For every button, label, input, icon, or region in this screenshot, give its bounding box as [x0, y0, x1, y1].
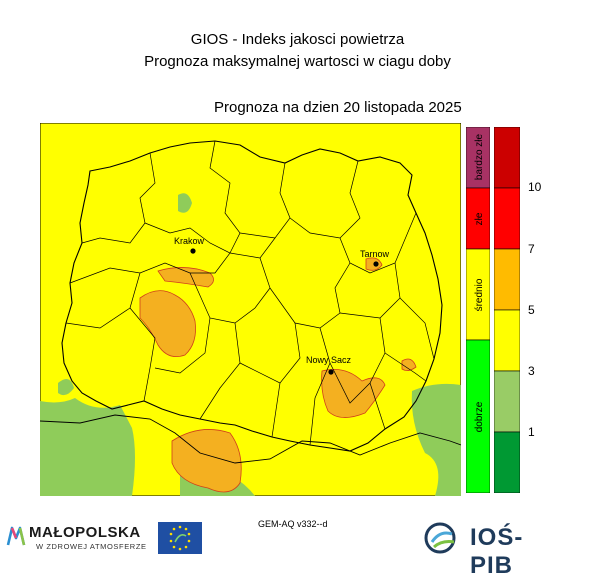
city-tarnow[interactable]: Tarnow — [360, 249, 390, 267]
green-area-west — [58, 379, 74, 396]
state-border — [40, 414, 461, 464]
city-marker — [190, 248, 196, 254]
malopolska-logo-text: MAŁOPOLSKA — [29, 524, 141, 541]
orange-area-south — [171, 429, 242, 493]
scale-band-5 — [494, 187, 520, 250]
eu-life-logo — [158, 522, 202, 554]
page-subtitle: Prognoza maksymalnej wartosci w ciagu do… — [144, 53, 451, 70]
green-area-south-east — [411, 383, 461, 496]
scale-tick: 5 — [528, 303, 535, 317]
page-title: GIOS - Indeks jakosci powietrza — [190, 31, 405, 48]
city-marker — [373, 261, 379, 267]
green-area-north — [178, 193, 192, 213]
scale-band-1 — [494, 431, 520, 493]
ios-pib-logo-text: IOŚ-PIB — [470, 524, 524, 579]
ios-pib-logo-icon — [424, 522, 456, 554]
scale-tick: 3 — [528, 364, 535, 378]
model-version: GEM-AQ v332--d — [258, 519, 328, 529]
orange-area-nowy-sacz — [321, 368, 386, 418]
malopolska-logo-icon — [6, 526, 26, 546]
scale-band-4 — [494, 248, 520, 311]
forecast-date: Prognoza na dzien 20 listopada 2025 — [214, 99, 462, 116]
scale-band-2 — [494, 370, 520, 433]
index-scale-legend — [494, 127, 520, 493]
city-label: Krakow — [174, 236, 205, 246]
city-label: Tarnow — [360, 249, 390, 259]
category-dobrze — [466, 339, 490, 493]
ios-pib-logo: IOŚ-PIB — [424, 522, 564, 579]
malopolska-logo-subtext: W ZDROWEJ ATMOSFERZE — [36, 542, 147, 551]
category-legend: bardzo złe złe średnio dobrze — [466, 127, 490, 493]
scale-tick: 1 — [528, 425, 535, 439]
orange-area-east — [401, 358, 417, 371]
forecast-map: Krakow Tarnow Nowy Sacz — [40, 123, 461, 496]
province-boundary — [61, 140, 443, 452]
category-label-zle: złe — [474, 212, 485, 225]
orange-area-krakow — [157, 267, 214, 288]
category-label-srednio: średnio — [474, 278, 485, 311]
city-krakow[interactable]: Krakow — [174, 236, 205, 254]
city-label: Nowy Sacz — [306, 355, 352, 365]
malopolska-logo: MAŁOPOLSKA W ZDROWEJ ATMOSFERZE — [6, 524, 156, 556]
scale-tick: 7 — [528, 242, 535, 256]
city-marker — [328, 369, 334, 375]
scale-tick: 10 — [528, 180, 542, 194]
scale-band-3 — [494, 309, 520, 372]
scale-band-6 — [494, 127, 520, 189]
category-label-bardzo-zle: bardzo złe — [474, 133, 485, 180]
city-nowy-sacz[interactable]: Nowy Sacz — [306, 355, 352, 375]
county-borders — [65, 140, 435, 446]
category-label-dobrze: dobrze — [474, 401, 485, 432]
green-area-south-west — [40, 398, 135, 496]
